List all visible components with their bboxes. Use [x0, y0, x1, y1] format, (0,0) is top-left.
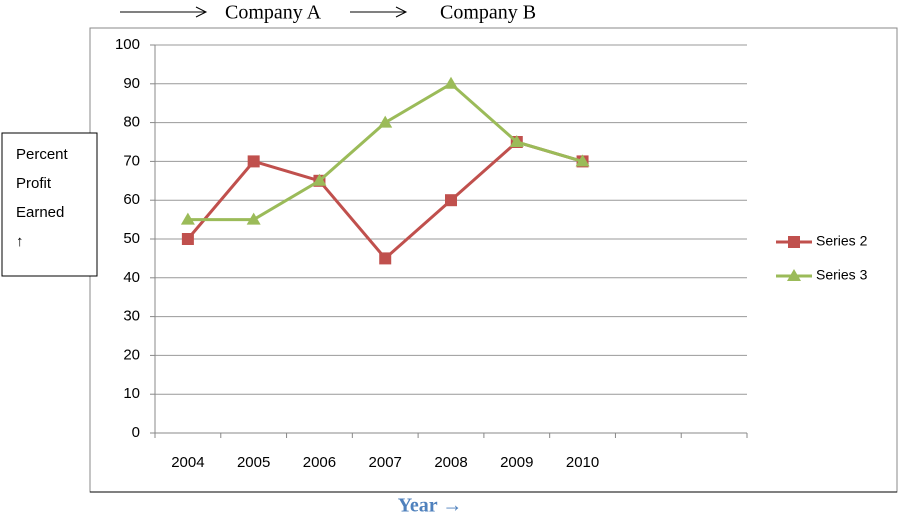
y-tick-label: 60: [123, 191, 140, 208]
marker: [787, 269, 801, 281]
x-tick-label: 2006: [303, 454, 336, 471]
marker: [181, 233, 194, 245]
y-tick-label: 10: [123, 385, 140, 402]
y-tick-label: 80: [123, 114, 140, 131]
x-tick-label: 2007: [369, 454, 402, 471]
x-tick-label: 2005: [237, 454, 270, 471]
marker: [378, 115, 393, 128]
x-axis-label: Year →: [398, 495, 463, 515]
marker: [575, 154, 590, 167]
marker: [180, 212, 195, 225]
marker: [445, 194, 457, 207]
y-tick-label: 50: [123, 230, 140, 247]
y-axis-label: ↑: [16, 233, 24, 250]
y-axis-label: Profit: [16, 175, 52, 192]
marker: [247, 155, 260, 168]
marker: [509, 135, 524, 147]
series-line: [187, 81, 583, 222]
x-tick-label: 2010: [566, 454, 599, 471]
chart-frame: [89, 27, 898, 493]
x-tick-label: 2004: [171, 454, 204, 471]
x-tick-label: 2008: [434, 454, 467, 471]
y-tick-label: 0: [132, 424, 140, 441]
legend-label: Series 2: [816, 233, 868, 249]
y-axis-label: Earned: [16, 204, 64, 221]
marker: [379, 252, 392, 265]
y-tick-label: 30: [123, 308, 140, 325]
company-label: Company B: [440, 2, 536, 24]
legend-label: Series 3: [816, 267, 868, 283]
y-tick-label: 20: [123, 346, 140, 363]
y-tick-label: 70: [123, 152, 140, 169]
marker: [246, 212, 261, 225]
y-label-box: [1, 132, 98, 277]
marker: [788, 236, 800, 248]
y-tick-label: 40: [123, 269, 140, 286]
company-label: Company A: [225, 2, 322, 24]
y-tick-label: 100: [115, 36, 140, 53]
arrow-head: [195, 6, 208, 18]
marker: [312, 173, 327, 186]
x-tick-label: 2009: [500, 454, 533, 471]
marker: [444, 76, 458, 89]
y-tick-label: 90: [123, 75, 140, 92]
y-axis-label: Percent: [16, 146, 69, 163]
arrow-head: [395, 6, 408, 18]
